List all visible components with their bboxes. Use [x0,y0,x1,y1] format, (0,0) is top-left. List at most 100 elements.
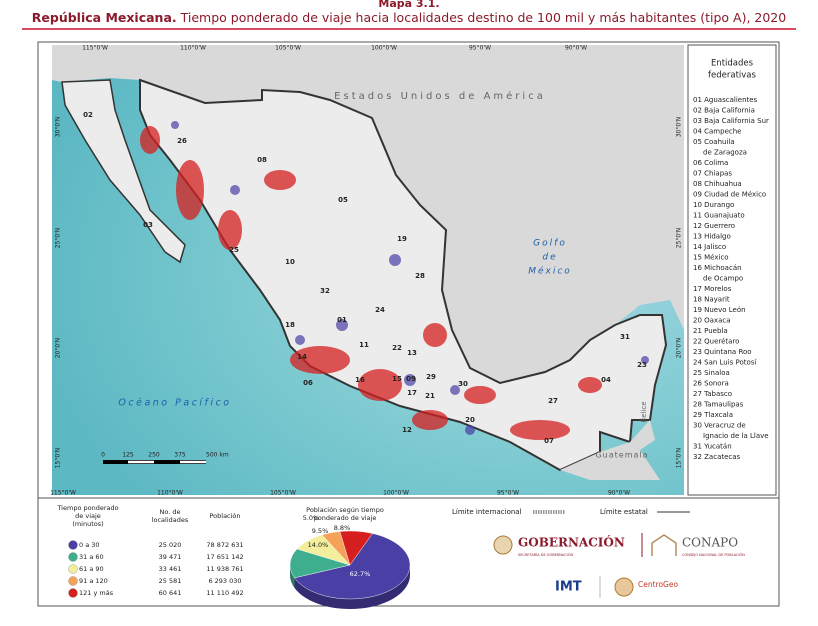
legend-swatch [68,564,78,574]
lat-label-left: 20°0'N [55,338,62,359]
guatemala-land [560,442,660,480]
lon-label-top: 90°0'W [565,45,587,52]
logo-text: IMT [555,580,582,595]
state-label: 04 [601,376,611,384]
lon-label-bottom: 90°0'W [608,490,630,497]
lat-label-left: 25°0'N [55,228,62,249]
state-label: 27 [548,397,558,405]
state-label: 30 [458,380,468,388]
gulf-label: México [528,266,572,277]
boundary-label: Límite internacional [452,508,522,516]
table-cell: 33 461 [159,565,182,573]
table-cell: 31 a 60 [79,553,104,561]
table-header: de viaje [75,512,101,520]
legend-entry: 14 Jalisco [693,243,726,251]
table-cell: 60 641 [159,589,182,597]
legend-entry: 21 Puebla [693,327,728,335]
legend-entry: 11 Guanajuato [693,212,745,220]
title-text: Tiempo ponderado de viaje hacia localida… [180,10,787,25]
scale-label: 125 [122,452,134,459]
legend-entry: 25 Sinaloa [693,369,730,377]
lat-label-right: 20°0'N [676,338,683,359]
legend-entry: 05 Coahuila [693,138,735,146]
table-cell: 78 872 631 [206,541,243,549]
legend-entry: 01 Aguascalientes [693,96,758,104]
legend-entry: 29 Tlaxcala [693,411,733,419]
legend-panel [687,44,777,496]
legend-swatch [68,552,78,562]
table-cell: 0 a 30 [79,541,100,549]
logo-text: GOBERNACIÓN [518,534,625,550]
legend-entry: 06 Colima [693,159,728,167]
legend-entry: 13 Hidalgo [693,233,731,241]
legend-swatch [68,540,78,550]
logo-text: CentroGeo [638,580,678,589]
state-label: 02 [83,111,93,119]
state-label: 29 [426,373,436,381]
legend-entry: 17 Morelos [693,285,732,293]
lon-label-bottom: 115°0'W [50,490,76,497]
table-cell: 17 651 142 [206,553,243,561]
lon-label-top: 100°0'W [371,45,397,52]
legend-entry: 02 Baja California [693,107,755,115]
table-cell: 6 293 030 [208,577,241,585]
state-label: 10 [285,258,295,266]
gulf-label: de [542,253,557,263]
state-label: 21 [425,392,435,400]
state-label: 05 [338,196,348,204]
state-label: 18 [285,321,295,329]
state-label: 13 [407,349,417,357]
logo-text: CONAPO [682,536,738,550]
legend-entry: 10 Durango [693,201,734,209]
legend-entry: 28 Tamaulipas [693,401,744,409]
state-label: 19 [397,235,407,243]
state-label: 08 [257,156,267,164]
legend-entry: 30 Veracruz de [693,422,746,430]
scale-label: 250 [148,452,160,459]
state-label: 32 [320,287,330,295]
travel-time-texture [140,126,602,440]
legend-swatch [68,576,78,586]
pie-title: Población según tiempo [306,506,384,514]
legend-entry: de Ocampo [703,275,743,283]
legend-entry: 08 Chihuahua [693,180,742,188]
legend-entry: 20 Oaxaca [693,317,731,325]
lon-label-bottom: 95°0'W [497,490,519,497]
legend-entry: 24 San Luis Potosí [693,359,757,367]
pie-side [290,565,295,588]
lon-label-top: 105°0'W [275,45,301,52]
state-label: 07 [544,437,554,445]
state-label: 14 [297,353,307,361]
lat-label-right: 25°0'N [676,228,683,249]
table-header: localidades [152,516,189,524]
scale-label: 500 km [206,452,229,459]
state-label: 26 [177,137,187,145]
gob-emblem [493,535,513,555]
legend-entry: 16 Michoacán [693,264,742,272]
pie-label: 62.7% [350,570,371,578]
table-cell: 11 938 761 [206,565,243,573]
logo-subtext: CONSEJO NACIONAL DE POBLACIÓN [682,552,745,557]
state-label: 15 [392,375,402,383]
state-label: 31 [620,333,630,341]
state-label: 17 [407,389,417,397]
belize-land [630,420,655,450]
lat-label-right: 15°0'N [676,448,683,469]
legend-entry: 26 Sonora [693,380,729,388]
centrogeo-emblem [614,577,634,597]
country-label: Estados Unidos de América [334,90,546,102]
lon-label-top: 95°0'W [469,45,491,52]
travel-time-texture-fast [171,121,649,435]
state-label: 22 [392,344,402,352]
gulf-label: Golfo [533,239,567,249]
legend-entry: 31 Yucatán [693,443,732,451]
conapo-emblem [651,534,677,556]
legend-entry: 22 Querétaro [693,338,739,346]
table-cell: 25 020 [159,541,182,549]
legend-entry: 07 Chiapas [693,170,732,178]
table-cell: 121 y más [79,589,114,597]
pie-slice [339,530,373,566]
legend-title: federativas [708,71,756,81]
state-label: 09 [406,375,416,383]
pie-label: 5.0% [303,514,320,522]
